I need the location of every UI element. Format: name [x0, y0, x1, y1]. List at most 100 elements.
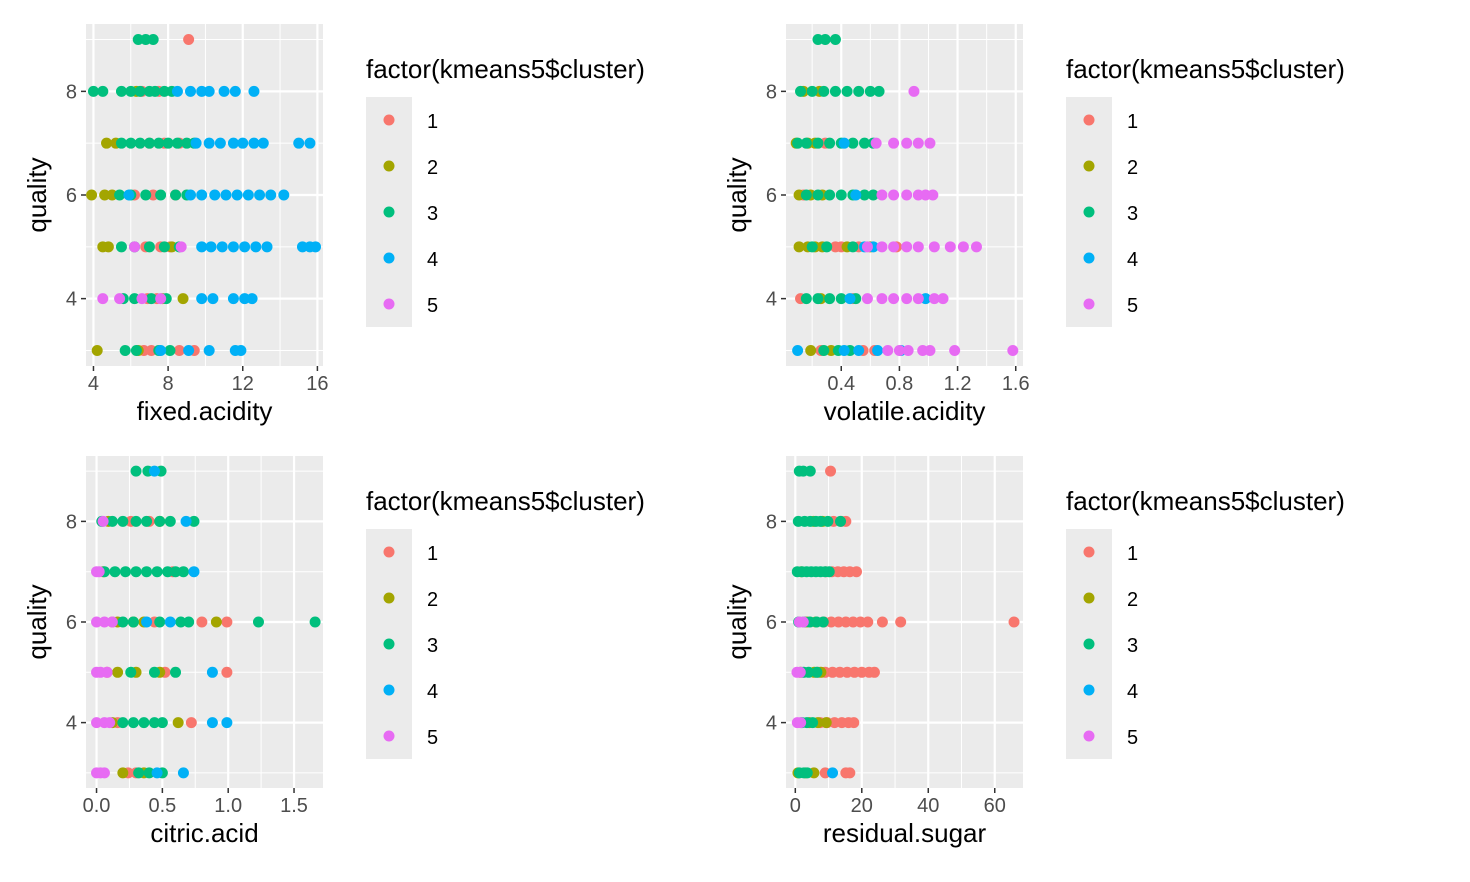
legend-title: factor(kmeans5$cluster) — [366, 486, 645, 516]
data-point-cluster-3 — [806, 85, 818, 97]
data-point-cluster-4 — [231, 189, 243, 201]
data-point-cluster-4 — [209, 189, 221, 201]
data-point-cluster-2 — [86, 189, 98, 201]
data-point-cluster-5 — [1007, 344, 1019, 356]
data-point-cluster-5 — [970, 241, 982, 253]
data-point-cluster-5 — [155, 293, 167, 305]
data-point-cluster-4 — [185, 189, 197, 201]
legend-key-cluster-4 — [383, 252, 395, 264]
data-point-cluster-5 — [794, 666, 806, 678]
data-point-cluster-1 — [862, 616, 874, 628]
data-point-cluster-3 — [130, 515, 142, 527]
data-point-cluster-3 — [806, 241, 818, 253]
legend-key-cluster-5 — [383, 298, 395, 310]
data-point-cluster-3 — [117, 515, 129, 527]
data-point-cluster-3 — [867, 189, 879, 201]
data-point-cluster-5 — [888, 293, 900, 305]
data-point-cluster-3 — [819, 34, 831, 46]
y-axis-title: quality — [722, 584, 752, 659]
data-point-cluster-3 — [309, 616, 321, 628]
data-point-cluster-4 — [221, 717, 233, 729]
data-point-cluster-3 — [130, 465, 142, 477]
data-point-cluster-3 — [109, 566, 121, 578]
legend-key-cluster-3 — [383, 638, 395, 650]
data-point-cluster-3 — [829, 34, 841, 46]
x-axis-title: volatile.acidity — [824, 396, 986, 426]
data-point-cluster-3 — [803, 666, 815, 678]
data-point-cluster-3 — [818, 344, 830, 356]
data-point-cluster-4 — [235, 344, 247, 356]
data-point-cluster-3 — [97, 85, 109, 97]
x-tick-label: 1.2 — [944, 373, 972, 395]
data-point-cluster-3 — [154, 616, 166, 628]
data-point-cluster-3 — [835, 189, 847, 201]
data-point-cluster-4 — [188, 566, 200, 578]
panel-residual-sugar: 0 20 40 60 4 6 8 residual.sugar quality factor(km… — [722, 456, 1345, 848]
legend-label: 2 — [1127, 589, 1138, 611]
data-point-cluster-4 — [278, 189, 290, 201]
data-point-cluster-3 — [153, 137, 165, 149]
data-point-cluster-4 — [872, 344, 884, 356]
data-point-cluster-5 — [795, 717, 807, 729]
data-point-cluster-3 — [141, 515, 153, 527]
data-point-cluster-3 — [859, 189, 871, 201]
y-tick-label: 6 — [66, 612, 77, 634]
y-tick-label: 6 — [766, 185, 777, 207]
data-point-cluster-4 — [206, 666, 218, 678]
x-tick-label: 0 — [790, 795, 801, 817]
data-point-cluster-3 — [171, 137, 183, 149]
data-point-cluster-4 — [293, 137, 305, 149]
legend-label: 5 — [427, 727, 438, 749]
data-point-cluster-3 — [823, 566, 835, 578]
data-point-cluster-3 — [134, 85, 146, 97]
data-point-cluster-1 — [185, 717, 197, 729]
data-point-cluster-3 — [87, 85, 99, 97]
y-axis-title: quality — [722, 157, 752, 232]
data-point-cluster-4 — [853, 344, 865, 356]
legend-title: factor(kmeans5$cluster) — [1066, 54, 1345, 84]
y-tick-label: 8 — [66, 511, 77, 533]
legend-key-cluster-5 — [383, 730, 395, 742]
data-point-cluster-3 — [864, 85, 876, 97]
data-point-cluster-5 — [870, 137, 882, 149]
data-point-cluster-3 — [115, 137, 127, 149]
data-point-cluster-3 — [829, 85, 841, 97]
data-point-cluster-3 — [115, 85, 127, 97]
x-tick-label: 60 — [984, 795, 1006, 817]
data-point-cluster-4 — [250, 241, 262, 253]
data-point-cluster-4 — [254, 189, 266, 201]
data-point-cluster-4 — [265, 189, 277, 201]
x-tick-label: 4 — [88, 373, 99, 395]
data-point-cluster-3 — [120, 566, 131, 578]
x-tick-label: 0.5 — [148, 795, 176, 817]
data-point-cluster-3 — [143, 137, 155, 149]
legend-key-cluster-5 — [1083, 298, 1095, 310]
data-point-cluster-5 — [97, 293, 109, 305]
data-point-cluster-3 — [170, 189, 182, 201]
data-point-cluster-4 — [838, 137, 850, 149]
data-point-cluster-2 — [112, 666, 124, 678]
legend-title: factor(kmeans5$cluster) — [366, 54, 645, 84]
data-point-cluster-5 — [912, 293, 924, 305]
data-point-cluster-4 — [196, 293, 208, 305]
x-tick-label: 1.5 — [280, 795, 308, 817]
data-point-cluster-5 — [175, 241, 187, 253]
legend-label: 4 — [1127, 249, 1138, 271]
legend-key-cluster-4 — [1083, 684, 1095, 696]
data-point-cluster-2 — [91, 344, 103, 356]
data-point-cluster-4 — [216, 241, 228, 253]
data-point-cluster-5 — [876, 189, 888, 201]
y-tick-label: 4 — [766, 713, 777, 735]
data-point-cluster-5 — [888, 241, 900, 253]
data-point-cluster-3 — [170, 666, 182, 678]
data-point-cluster-5 — [912, 137, 924, 149]
data-point-cluster-5 — [888, 137, 900, 149]
data-point-cluster-3 — [127, 717, 139, 729]
data-point-cluster-2 — [172, 717, 184, 729]
data-point-cluster-3 — [804, 465, 816, 477]
data-point-cluster-3 — [170, 566, 182, 578]
legend-label: 2 — [427, 589, 438, 611]
data-point-cluster-4 — [237, 137, 249, 149]
data-point-cluster-3 — [162, 137, 174, 149]
data-point-cluster-3 — [127, 616, 139, 628]
